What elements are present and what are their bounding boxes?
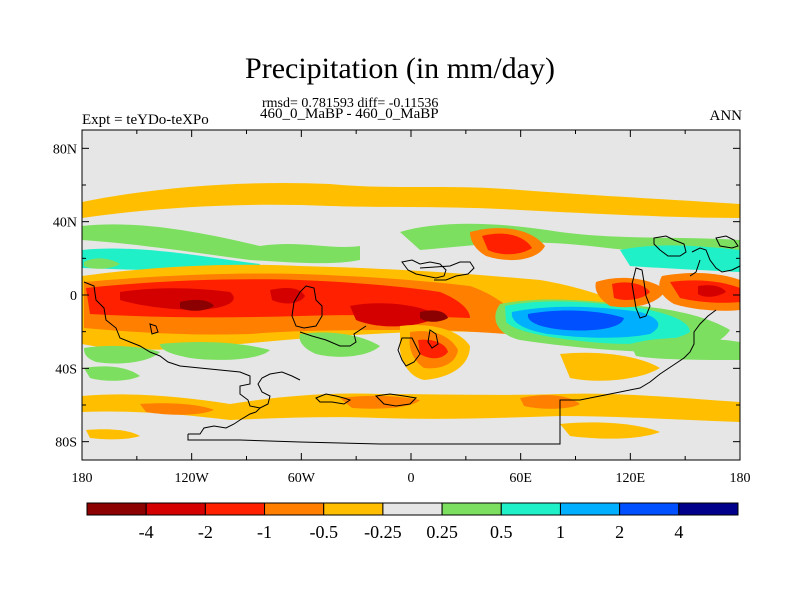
colorbar-swatch — [441, 502, 502, 516]
subtitle-text: 460_0_MaBP - 460_0_MaBP — [260, 106, 439, 122]
lat-tick-label: 80S — [55, 436, 77, 451]
lon-tick-label: 120W — [175, 471, 210, 486]
colorbar-label: 4 — [674, 522, 683, 542]
lon-tick-label: 60E — [509, 471, 532, 486]
colorbar-label: -2 — [198, 522, 213, 542]
colorbar-label: -0.25 — [364, 522, 402, 542]
lat-tick-label: 0 — [70, 289, 77, 304]
colorbar-label: -1 — [257, 522, 272, 542]
coastlines — [83, 235, 741, 445]
colorbar-label: 1 — [556, 522, 565, 542]
colorbar: -4 -2 -1 -0.5 -0.25 0.25 0.5 1 2 4 — [86, 502, 739, 542]
season-label: ANN — [709, 108, 743, 124]
colorbar-swatch — [323, 502, 384, 516]
colorbar-label: 2 — [615, 522, 624, 542]
colorbar-swatch — [264, 502, 325, 516]
experiment-label: Expt = teYDo-teXPo — [82, 112, 209, 128]
lon-tick-label: 0 — [408, 471, 415, 486]
lon-tick-label: 120E — [616, 471, 646, 486]
stats-text: rmsd= 0.781593 diff= -0.11536 — [262, 96, 439, 111]
colorbar-swatch — [204, 502, 266, 516]
colorbar-label: 0.25 — [426, 522, 458, 542]
lat-tick-label: 40N — [53, 216, 77, 231]
colorbar-swatch — [678, 502, 739, 516]
colorbar-swatch — [500, 502, 561, 516]
colorbar-label: 0.5 — [490, 522, 513, 542]
lon-tick-label: 180 — [72, 471, 93, 486]
chart-title: Precipitation (in mm/day) — [245, 52, 555, 85]
colorbar-swatch — [382, 502, 443, 516]
colorbar-label: -4 — [139, 522, 154, 542]
colorbar-swatch — [619, 502, 680, 516]
lon-tick-label: 180 — [730, 471, 751, 486]
lat-tick-label: 40S — [55, 362, 77, 377]
lat-tick-label: 80N — [53, 142, 77, 157]
colorbar-swatch — [145, 502, 206, 516]
colorbar-swatch — [559, 502, 621, 516]
map-field — [82, 130, 740, 460]
map-axes: 80N 40N 0 40S 80S 180 120W 60W 0 60E 120E 180 — [53, 129, 751, 486]
colorbar-label: -0.5 — [309, 522, 338, 542]
colorbar-swatch — [86, 502, 147, 516]
lon-tick-label: 60W — [288, 471, 316, 486]
